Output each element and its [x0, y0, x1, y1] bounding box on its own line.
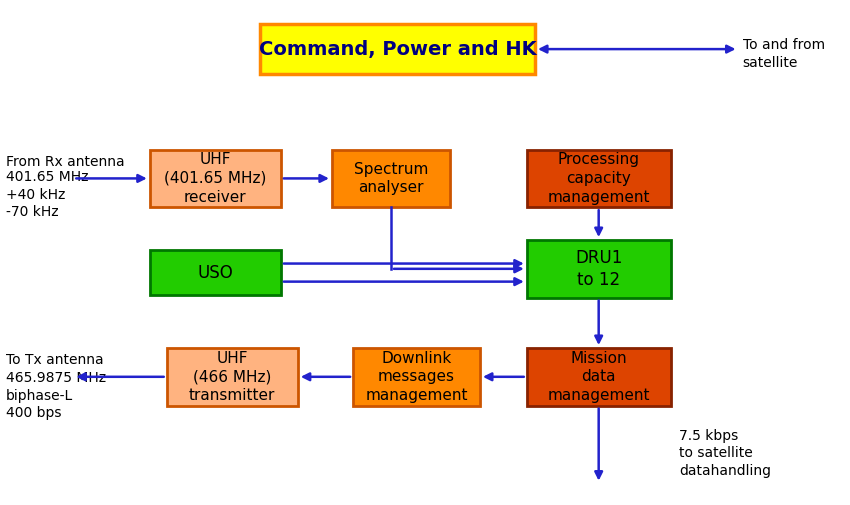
Text: 465.9875 MHz
biphase-L
400 bps: 465.9875 MHz biphase-L 400 bps [6, 371, 105, 420]
Text: To and from
satellite: To and from satellite [743, 38, 824, 70]
Text: Downlink
messages
management: Downlink messages management [366, 350, 468, 403]
Text: Spectrum
analyser: Spectrum analyser [354, 162, 428, 195]
FancyBboxPatch shape [527, 348, 671, 406]
Text: DRU1
to 12: DRU1 to 12 [575, 249, 622, 289]
Text: Processing
capacity
management: Processing capacity management [547, 153, 650, 205]
FancyBboxPatch shape [332, 149, 450, 207]
Text: To Tx antenna: To Tx antenna [6, 354, 103, 368]
FancyBboxPatch shape [527, 240, 671, 298]
Text: 7.5 kbps
to satellite
datahandling: 7.5 kbps to satellite datahandling [679, 429, 771, 478]
Text: 401.65 MHz
+40 kHz
-70 kHz: 401.65 MHz +40 kHz -70 kHz [6, 171, 88, 219]
Text: Mission
data
management: Mission data management [547, 350, 650, 403]
Text: Command, Power and HK: Command, Power and HK [258, 39, 536, 59]
Text: USO: USO [197, 264, 233, 282]
Text: UHF
(401.65 MHz)
receiver: UHF (401.65 MHz) receiver [164, 153, 267, 205]
FancyBboxPatch shape [527, 149, 671, 207]
FancyBboxPatch shape [150, 149, 281, 207]
FancyBboxPatch shape [260, 24, 536, 74]
Text: UHF
(466 MHz)
transmitter: UHF (466 MHz) transmitter [189, 350, 275, 403]
FancyBboxPatch shape [167, 348, 298, 406]
FancyBboxPatch shape [150, 250, 281, 295]
Text: From Rx antenna: From Rx antenna [6, 155, 124, 169]
FancyBboxPatch shape [353, 348, 480, 406]
